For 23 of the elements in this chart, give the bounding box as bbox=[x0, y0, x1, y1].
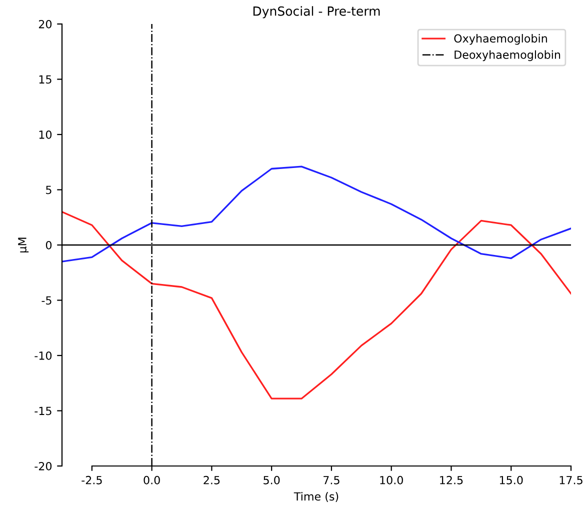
y-tick-label: -5 bbox=[42, 296, 52, 305]
ref-line-label: Deoxyhaemoglobin bbox=[454, 50, 560, 62]
x-tick-label: 7.5 bbox=[324, 476, 340, 484]
chart-title: DynSocial - Pre-term bbox=[253, 6, 380, 18]
y-tick-label: -15 bbox=[34, 406, 52, 416]
x-tick-label: 5.0 bbox=[264, 476, 280, 484]
y-tick-label: -20 bbox=[34, 462, 52, 470]
y-tick-label: 0 bbox=[46, 240, 52, 250]
x-tick-label: 15.0 bbox=[500, 476, 523, 484]
y-axis-title: μM bbox=[18, 238, 29, 252]
x-tick-label: 12.5 bbox=[440, 476, 463, 484]
y-tick-label: 20 bbox=[38, 20, 52, 28]
x-tick-label: 2.5 bbox=[204, 476, 220, 484]
y-tick-label: 10 bbox=[39, 130, 52, 139]
y-tick-label: 15 bbox=[39, 75, 52, 84]
y-tick-label: 5 bbox=[46, 186, 52, 194]
legend-label: Oxyhaemoglobin bbox=[454, 34, 547, 45]
x-tick-label: 17.5 bbox=[560, 476, 582, 484]
x-axis-title: Time (s) bbox=[294, 492, 338, 502]
x-tick-label: 10.0 bbox=[380, 476, 403, 484]
y-tick-label: -10 bbox=[34, 351, 52, 360]
x-tick-label: 0.0 bbox=[144, 476, 160, 484]
x-tick-label: -2.5 bbox=[82, 476, 102, 484]
